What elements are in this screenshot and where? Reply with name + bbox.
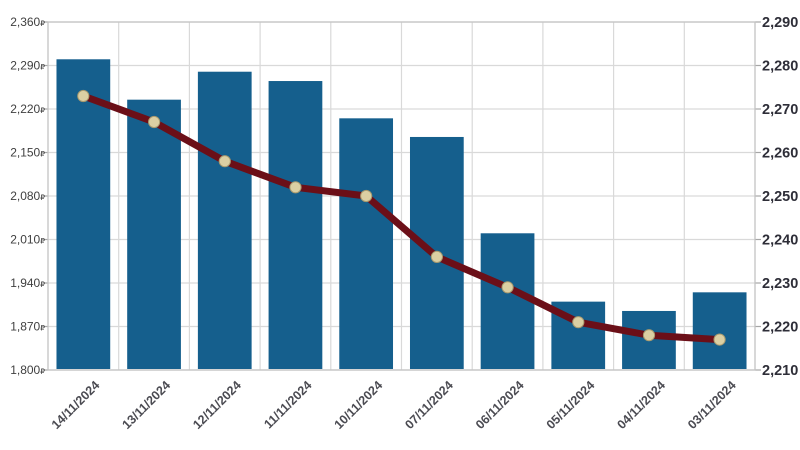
y-axis-left-label: 1,800₽ — [10, 363, 45, 377]
line-marker — [501, 281, 514, 294]
bar — [339, 118, 394, 369]
y-axis-right-label: 2,240 — [762, 233, 798, 249]
bar — [692, 292, 747, 369]
y-axis-left-label: 2,010₽ — [10, 233, 45, 247]
plot-border — [47, 21, 756, 371]
x-axis-label: 06/11/2024 — [473, 378, 527, 432]
line-marker — [360, 189, 373, 203]
y-axis-right-label: 2,220 — [762, 320, 798, 336]
line-marker — [642, 329, 656, 342]
y-axis-right-label: 2,290 — [762, 15, 798, 31]
line-marker — [218, 155, 231, 168]
x-axis-label: 11/11/2024 — [261, 378, 314, 431]
y-axis-right-label: 2,280 — [762, 59, 798, 75]
x-axis-label: 04/11/2024 — [614, 378, 668, 432]
bar — [127, 99, 181, 369]
x-axis-label: 05/11/2024 — [544, 378, 598, 432]
line-marker — [148, 115, 161, 129]
x-axis-label: 14/11/2024 — [49, 378, 103, 432]
x-axis-label: 10/11/2024 — [332, 378, 386, 432]
y-axis-left-label: 2,290₽ — [10, 59, 45, 73]
bar — [480, 233, 535, 369]
y-axis-right-label: 2,250 — [762, 189, 798, 205]
y-axis-left-label: 2,150₽ — [10, 146, 45, 160]
y-axis-right-label: 2,210 — [762, 363, 798, 379]
trend-line — [79, 92, 724, 344]
line-marker — [572, 316, 585, 329]
y-axis-right-label: 2,270 — [762, 102, 798, 118]
x-axis-label: 12/11/2024 — [190, 378, 244, 432]
bar — [197, 71, 252, 369]
y-axis-left-label: 1,940₽ — [10, 276, 45, 290]
y-axis-left-label: 1,870₽ — [10, 320, 45, 334]
y-axis-left-label: 2,080₽ — [10, 189, 45, 203]
line-marker — [430, 250, 443, 263]
line-marker — [713, 333, 726, 346]
x-axis-label: 13/11/2024 — [120, 378, 174, 432]
bar — [56, 59, 111, 370]
line-marker — [77, 89, 90, 103]
y-axis-right-label: 2,230 — [762, 276, 798, 292]
y-axis-right-label: 2,260 — [762, 146, 798, 162]
y-axis-left-label: 2,360₽ — [10, 15, 45, 29]
bar — [268, 81, 323, 370]
y-axis-left-label: 2,220₽ — [10, 102, 45, 116]
line-marker — [289, 181, 302, 194]
x-axis-label: 07/11/2024 — [402, 378, 456, 432]
x-axis-label: 03/11/2024 — [685, 378, 739, 432]
